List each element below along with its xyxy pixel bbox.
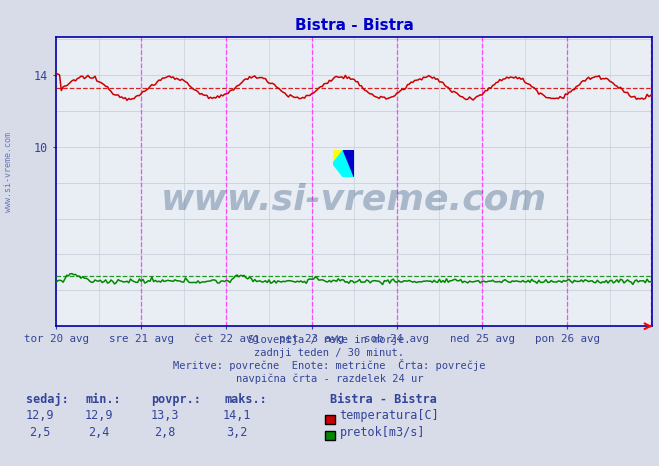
Polygon shape (333, 150, 343, 164)
Text: Meritve: povrečne  Enote: metrične  Črta: povrečje: Meritve: povrečne Enote: metrične Črta: … (173, 359, 486, 370)
Text: temperatura[C]: temperatura[C] (339, 410, 439, 422)
Text: Slovenija / reke in morje.: Slovenija / reke in morje. (248, 335, 411, 344)
Title: Bistra - Bistra: Bistra - Bistra (295, 18, 414, 34)
Text: www.si-vreme.com: www.si-vreme.com (4, 132, 13, 212)
Text: sedaj:: sedaj: (26, 393, 69, 406)
Text: Bistra - Bistra: Bistra - Bistra (330, 393, 436, 406)
Text: 3,2: 3,2 (227, 426, 248, 439)
Text: pretok[m3/s]: pretok[m3/s] (339, 426, 425, 439)
Text: 13,3: 13,3 (150, 410, 179, 422)
Polygon shape (333, 150, 354, 177)
Text: navpična črta - razdelek 24 ur: navpična črta - razdelek 24 ur (236, 373, 423, 384)
Text: maks.:: maks.: (224, 393, 267, 406)
Text: min.:: min.: (86, 393, 121, 406)
Text: 14,1: 14,1 (223, 410, 252, 422)
Text: 2,4: 2,4 (88, 426, 109, 439)
Text: 12,9: 12,9 (84, 410, 113, 422)
Polygon shape (343, 150, 354, 177)
Text: 2,8: 2,8 (154, 426, 175, 439)
Text: povpr.:: povpr.: (152, 393, 202, 406)
Text: 2,5: 2,5 (29, 426, 50, 439)
Text: 12,9: 12,9 (25, 410, 54, 422)
Text: www.si-vreme.com: www.si-vreme.com (161, 182, 547, 216)
Text: zadnji teden / 30 minut.: zadnji teden / 30 minut. (254, 348, 405, 357)
